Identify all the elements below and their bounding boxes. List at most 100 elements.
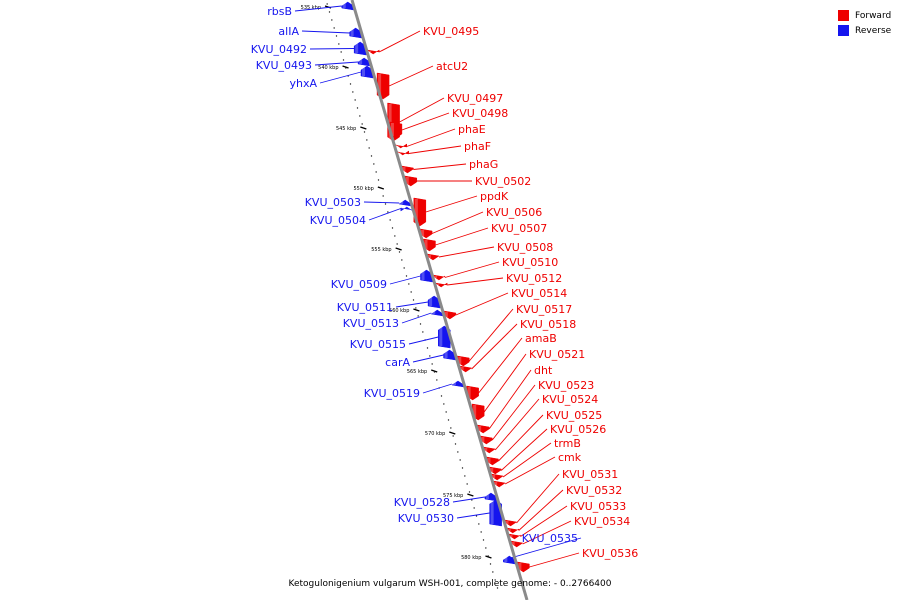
forward-swatch xyxy=(838,10,849,21)
gene-feature-KVU_0495[interactable] xyxy=(367,49,380,55)
gene-shade xyxy=(460,367,464,370)
gene-leader-line xyxy=(368,208,401,221)
gene-label[interactable]: KVU_0502 xyxy=(475,175,531,188)
ruler-dot xyxy=(405,275,408,277)
gene-label[interactable]: KVU_0536 xyxy=(582,547,638,560)
gene-shade xyxy=(429,297,433,306)
ruler-dot xyxy=(464,475,466,477)
gene-label[interactable]: KVU_0524 xyxy=(542,393,598,406)
gene-shade xyxy=(487,458,491,463)
gene-leader-line xyxy=(319,71,362,84)
gene-label[interactable]: rbsB xyxy=(267,5,292,18)
gene-label[interactable]: KVU_0518 xyxy=(520,318,576,331)
ruler-dot xyxy=(387,211,389,213)
gene-shade xyxy=(421,271,425,280)
gene-label[interactable]: KVU_0525 xyxy=(546,409,602,422)
ruler-dot xyxy=(436,379,438,381)
gene-label[interactable]: KVU_0495 xyxy=(423,25,479,38)
gene-leader-line xyxy=(502,442,552,478)
gene-label[interactable]: KVU_0523 xyxy=(538,379,594,392)
gene-label[interactable]: KVU_0497 xyxy=(447,92,503,105)
genome-caption: Ketogulonigenium vulgarum WSH-001, compl… xyxy=(288,579,612,589)
gene-label[interactable]: yhxA xyxy=(289,77,317,90)
gene-label[interactable]: KVU_0498 xyxy=(452,107,508,120)
label-leaders xyxy=(294,5,582,568)
gene-label[interactable]: KVU_0509 xyxy=(331,278,387,291)
ruler-dot xyxy=(410,291,412,293)
ruler-dot xyxy=(473,507,475,509)
gene-leader-line xyxy=(471,323,518,370)
gene-label[interactable]: KVU_0530 xyxy=(398,512,454,525)
gene-label[interactable]: trmB xyxy=(554,437,581,450)
gene-label[interactable]: KVU_0504 xyxy=(310,214,366,227)
gene-label[interactable]: ppdK xyxy=(480,190,509,203)
gene-label[interactable]: KVU_0528 xyxy=(394,496,450,509)
gene-label[interactable]: KVU_0514 xyxy=(511,287,567,300)
gene-label[interactable]: KVU_0521 xyxy=(529,348,585,361)
gene-shade xyxy=(453,382,456,385)
gene-shade xyxy=(481,437,485,442)
ruler-dot xyxy=(368,147,370,149)
gene-leader-line xyxy=(503,537,582,561)
ruler-dot xyxy=(426,347,429,349)
gene-leader-line xyxy=(456,512,490,519)
gene-labels: rbsB alIA KVU_0492 KVU_0493 yhxA KVU_0495 atcU… xyxy=(251,5,639,560)
gene-leader-line xyxy=(399,97,445,123)
gene-label[interactable]: cmk xyxy=(558,451,582,464)
gene-label[interactable]: KVU_0513 xyxy=(343,317,399,330)
gene-label[interactable]: KVU_0507 xyxy=(491,222,547,235)
gene-label[interactable]: atcU2 xyxy=(436,60,468,73)
gene-shade xyxy=(362,67,365,76)
ruler-dot xyxy=(401,259,403,261)
gene-leader-line xyxy=(425,195,478,213)
gene-label[interactable]: KVU_0519 xyxy=(364,387,420,400)
gene-label[interactable]: KVU_0511 xyxy=(337,301,393,314)
scale-tick-mark xyxy=(467,493,474,497)
gene-shade xyxy=(467,387,471,398)
gene-label[interactable]: alIA xyxy=(278,25,299,38)
gene-label[interactable]: KVU_0534 xyxy=(574,515,630,528)
ruler-dot xyxy=(417,315,419,317)
gene-label[interactable]: dht xyxy=(534,364,553,377)
ruler-dot xyxy=(422,331,424,333)
gene-leader-line xyxy=(435,227,489,246)
gene-label[interactable]: KVU_0510 xyxy=(502,256,558,269)
gene-feature-KVU_0512[interactable] xyxy=(434,282,448,288)
gene-label[interactable]: KVU_0533 xyxy=(570,500,626,513)
gene-leader-line xyxy=(516,473,560,524)
gene-label[interactable]: KVU_0531 xyxy=(562,468,618,481)
gene-shade xyxy=(359,59,363,64)
gene-label[interactable]: KVU_0515 xyxy=(350,338,406,351)
gene-label[interactable]: KVU_0508 xyxy=(497,241,553,254)
ruler-dot xyxy=(429,355,431,357)
ruler-dot xyxy=(475,515,478,517)
gene-label[interactable]: KVU_0506 xyxy=(486,206,542,219)
legend-reverse-label: Reverse xyxy=(855,25,892,36)
gene-label[interactable]: phaG xyxy=(469,158,498,171)
gene-label[interactable]: KVU_0532 xyxy=(566,484,622,497)
scale-tick-label: 555 kbp xyxy=(371,247,391,253)
gene-shade xyxy=(492,475,496,478)
ruler-dot xyxy=(485,547,487,549)
gene-label[interactable]: KVU_0503 xyxy=(305,196,361,209)
ruler-dot xyxy=(450,427,452,429)
gene-shade xyxy=(421,230,425,236)
gene-label[interactable]: KVU_0492 xyxy=(251,43,307,56)
gene-shade xyxy=(444,351,448,358)
gene-label[interactable]: phaF xyxy=(464,140,491,153)
gene-label[interactable]: KVU_0517 xyxy=(516,303,572,316)
gene-shade xyxy=(395,146,399,147)
gene-label[interactable]: KVU_0493 xyxy=(256,59,312,72)
gene-label[interactable]: KVU_0526 xyxy=(550,423,606,436)
gene-label[interactable]: carA xyxy=(385,356,410,369)
gene-leader-line xyxy=(412,354,444,363)
gene-label[interactable]: amaB xyxy=(525,332,557,345)
gene-label[interactable]: phaE xyxy=(458,123,486,136)
gene-label[interactable]: KVU_0535 xyxy=(522,532,578,545)
gene-leader-line xyxy=(447,277,504,286)
scale-tick-label: 570 kbp xyxy=(425,431,445,437)
gene-leader-line xyxy=(413,163,467,170)
ruler-dot xyxy=(433,371,436,373)
gene-label[interactable]: KVU_0512 xyxy=(506,272,562,285)
gene-shade xyxy=(355,43,359,53)
